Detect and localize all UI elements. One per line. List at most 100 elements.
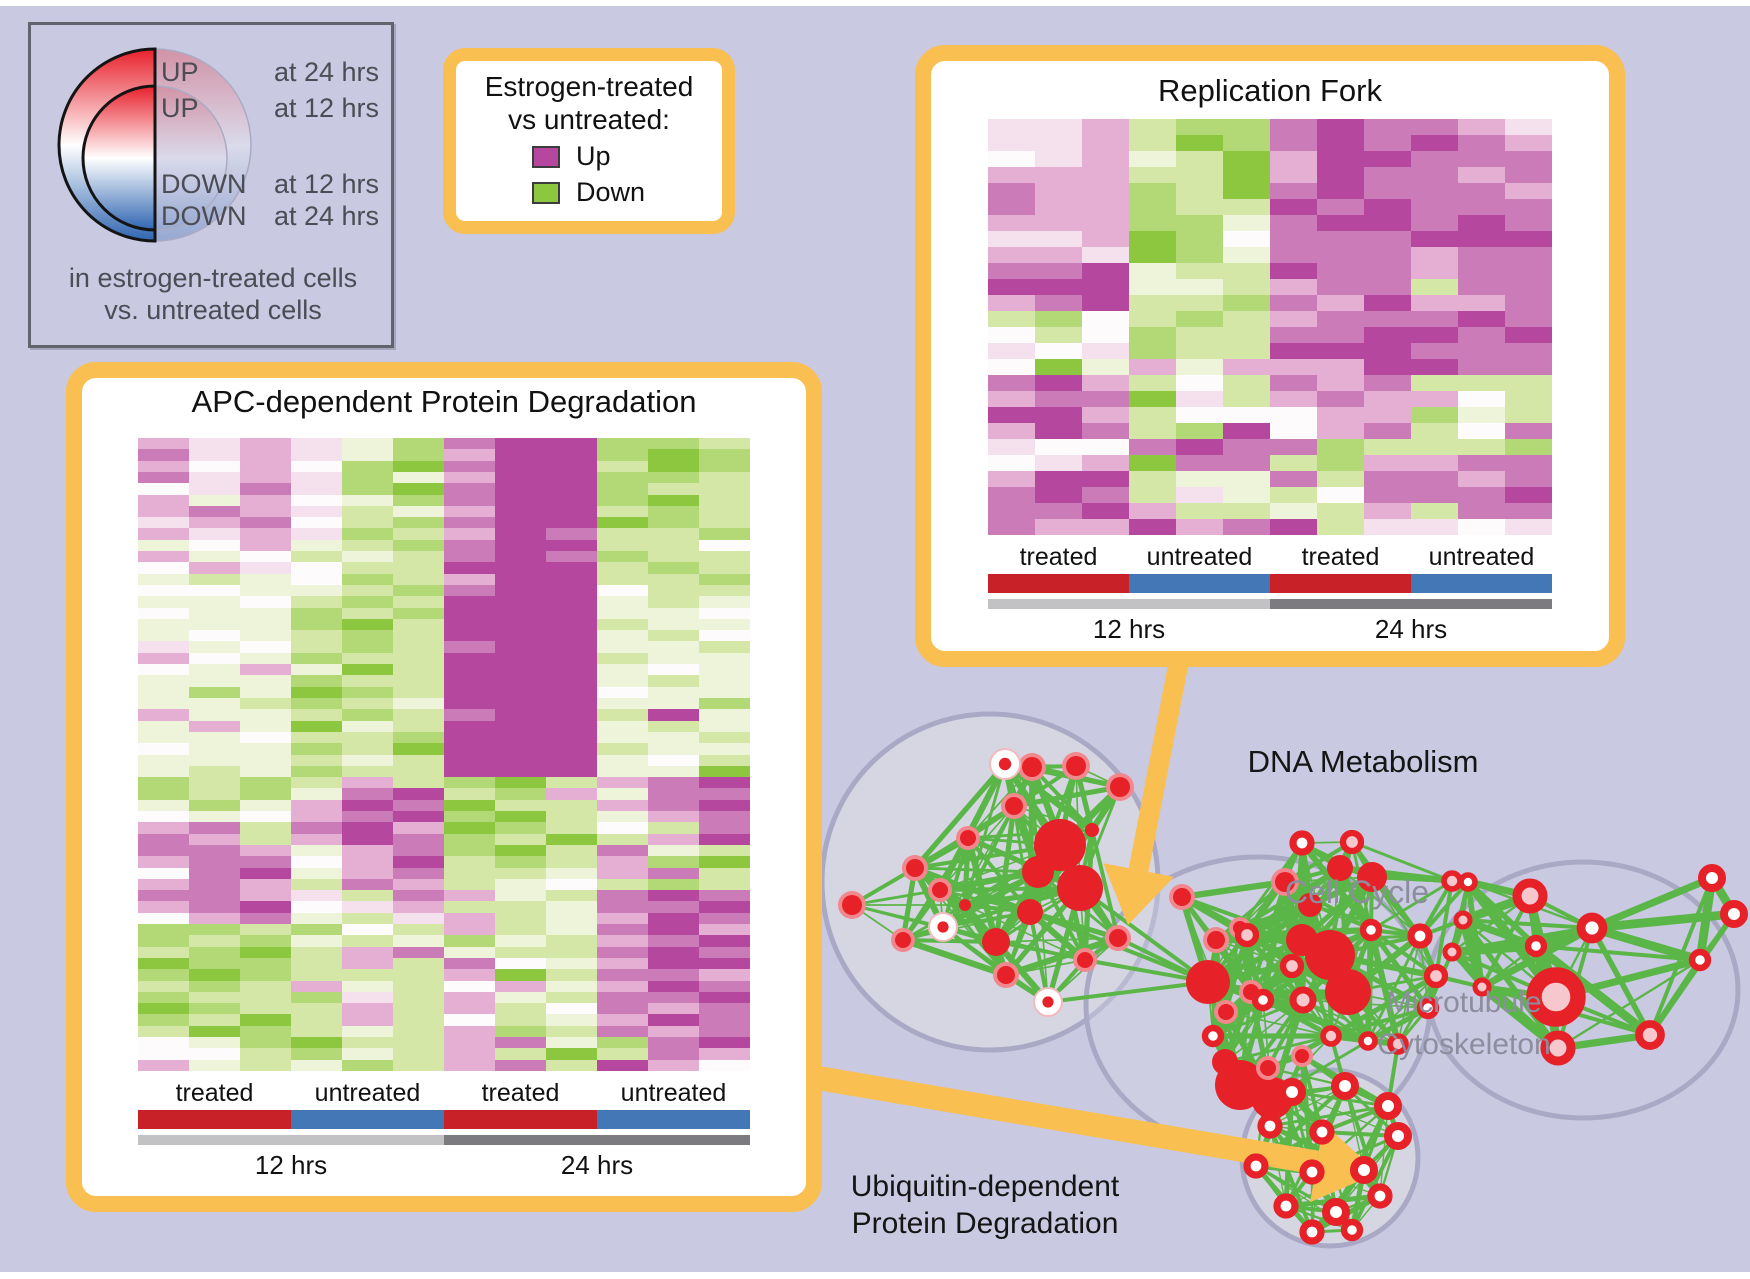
heatmap-cell [444,675,495,687]
heatmap-cell [988,519,1035,535]
heatmap-cell [138,924,189,936]
heatmap-cell [342,1037,393,1049]
heatmap-cell [597,641,648,653]
heatmap-cell [189,957,240,970]
heatmap-cell [648,551,699,563]
heatmap-cell [648,777,699,789]
heatmap-cell [988,231,1035,247]
heatmap-cell [1270,327,1317,343]
network-edge [1369,928,1438,978]
condition-bar-segment [138,1110,291,1129]
heatmap-cell [342,596,393,608]
gene-node-open-pink [1442,942,1462,962]
heatmap-cell [1035,439,1082,455]
heatmap-cell [342,483,393,495]
heatmap-cell [546,675,597,687]
heatmap-cell [648,539,699,552]
gene-node-open-pink [1320,1025,1342,1047]
heatmap-cell [1270,247,1317,263]
heatmap-cell [189,754,240,766]
heatmap-cell [444,584,495,597]
heatmap-cell [291,743,342,755]
heatmap-cell [988,407,1035,423]
heatmap-cell [1411,199,1458,215]
legend-item-down: Down [456,177,722,208]
heatmap-cell [495,833,546,845]
heatmap-cell [1035,183,1082,199]
heatmap-cell [138,777,189,789]
heatmap-cell [648,438,699,450]
heatmap-cell [189,449,240,461]
heatmap-cell [546,991,597,1004]
heatmap-cell [291,957,342,970]
network-edge [1366,935,1422,1042]
heatmap-cell [444,618,495,631]
heatmap-cell [189,483,240,495]
heatmap-cell [1129,487,1176,503]
heatmap-cell [444,935,495,947]
heatmap-cell [444,946,495,958]
heatmap-cell [240,890,291,902]
heatmap-cell [495,1037,546,1049]
gene-node-open [1340,1218,1364,1242]
heatmap-cell [393,980,444,992]
heatmap-cell [1364,199,1411,215]
condition-bar-segment [988,574,1129,593]
heatmap-cell [1317,375,1364,391]
heatmap-cell [546,584,597,597]
heatmap-cell [648,607,699,619]
heatmap-cell [546,438,597,450]
heatmap-cell [546,1059,597,1071]
heatmap-cell [1364,167,1411,183]
network-edge [1028,911,1050,1003]
heatmap-cell [1176,199,1223,215]
heatmap-cell [444,720,495,732]
heatmap-cell [291,494,342,506]
gene-node-solid [1327,855,1353,881]
cluster-label: Cell Cycle [1285,874,1429,910]
heatmap-cell [1317,359,1364,375]
network-edge [1350,840,1422,938]
heatmap-cell [291,664,342,676]
group-label: treated [175,1079,254,1107]
heatmap-cell [1364,119,1411,135]
heatmap-cell [1082,135,1129,151]
heatmap-cell [546,878,597,891]
network-edge [963,763,1007,906]
heatmap-cell [648,924,699,936]
heatmap-cell [1458,311,1505,327]
heatmap-cell [291,788,342,800]
heatmap-cell [699,890,750,902]
heatmap-cell [699,618,750,631]
down-label: Down [576,177,646,207]
heatmap-cell [138,890,189,902]
heatmap-cell [342,551,393,563]
heatmap-cell [1505,231,1552,247]
heatmap-cell [1411,247,1458,263]
heatmap-cell [1458,471,1505,487]
heatmap-cell [393,946,444,958]
heatmap-cell [240,991,291,1004]
heatmap-cell [1317,503,1364,519]
heatmap-cell [597,562,648,574]
legend-row-time: at 24 hrs [274,201,379,231]
heatmap-cell [138,460,189,472]
heatmap-cell [444,844,495,857]
heatmap-cell [393,483,444,495]
heatmap-cell [597,664,648,676]
heatmap-cell [546,867,597,879]
heatmap-cell [189,1025,240,1038]
heatmap-cell [189,822,240,834]
heatmap-cell [988,439,1035,455]
heatmap-cell [699,991,750,1004]
replication-fork-panel: Replication Fork treated untreated treat… [915,45,1625,667]
heatmap-cell [648,618,699,631]
heatmap-cell [1129,215,1176,231]
heatmap-cell [1035,503,1082,519]
network-edge [1027,766,1035,913]
heatmap-cell [291,517,342,529]
condition-bar-segment [1270,574,1411,593]
heatmap-cell [189,743,240,755]
heatmap-cell [699,1048,750,1060]
heatmap-cell [444,811,495,823]
